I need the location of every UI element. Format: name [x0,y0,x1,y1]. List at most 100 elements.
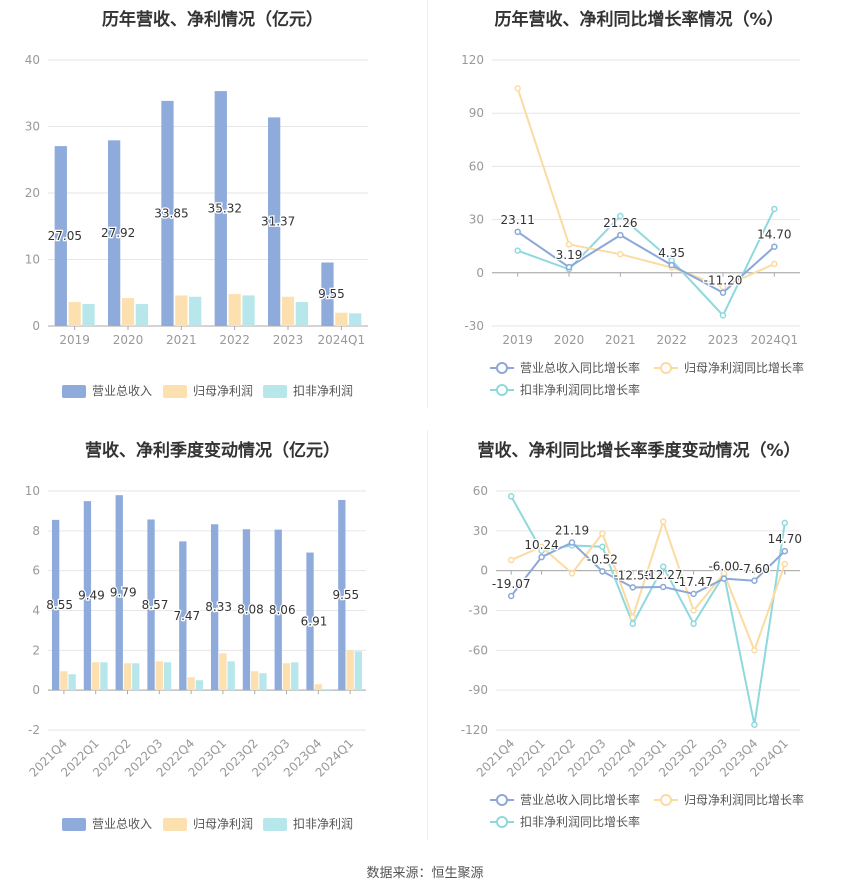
quarterly-revenue-bar-chart: -202468102021Q42022Q12022Q22022Q32022Q42… [25,484,366,831]
x-tick-label: 2024Q1 [318,333,366,347]
data-point [507,556,515,564]
bar-net-profit [175,295,188,326]
bar-deducted-profit [227,661,235,691]
data-label: -11.20 [704,274,743,288]
data-label: -6.00 [708,560,739,574]
x-tick-label: 2023 [273,333,304,347]
bar-revenue [274,529,282,691]
bar-revenue [242,529,251,691]
data-point [751,647,758,654]
legend-label: 扣非净利润同比增长率 [520,814,640,829]
data-point [781,560,789,568]
legend-label: 营业总收入 [92,384,152,398]
annual-revenue-bar-chart: 0 10 20 30 40 2019 2020 2021 2022 2023 2024Q1 27.05… [25,53,368,398]
data-label: 10.24 [524,538,558,552]
y-tick-label: -120 [461,723,488,737]
data-point [507,592,515,600]
data-point [538,543,545,551]
legend-swatch-marker [496,362,508,374]
data-label: -0.52 [587,552,618,566]
legend-label: 扣非净利润 [293,384,353,398]
data-label: 8.08 [237,603,264,617]
data-point [617,250,624,258]
bar-revenue [268,117,281,327]
y-tick-label: 20 [25,186,40,200]
bar-net-profit [121,298,135,326]
data-label: 8.55 [46,598,73,612]
data-label: 4.35 [658,246,685,260]
legend-swatch [163,385,187,398]
bar-revenue [338,499,346,691]
legend-swatch-marker [496,816,508,828]
x-tick-label: 2020 [554,333,585,347]
y-tick-label: -60 [468,643,488,657]
bar-net-profit [68,302,81,326]
data-label: 8.57 [142,598,169,612]
y-tick-label: -2 [28,723,40,737]
data-point [599,568,606,575]
bar-deducted-profit [349,313,362,326]
quarterly-revenue-chart: 营收、净利季度变动情况（亿元） -2 0 2 4 6 8 10 2021Q4 2022Q1 202… [0,430,425,850]
bar-deducted-profit [68,674,76,691]
data-label: 9.55 [332,588,359,602]
data-label: 35.32 [208,202,242,216]
data-point [781,519,789,527]
data-label: -12.58 [613,568,652,582]
y-tick-label: 0 [32,319,40,333]
bar-deducted-profit [295,302,308,326]
legend-swatch-marker [496,384,508,396]
chart-title: 营收、净利同比增长率季度变动情况（%） [477,441,801,461]
data-label: 27.92 [101,226,135,240]
data-point [720,575,728,582]
data-point [751,721,758,728]
y-tick-label: -30 [468,604,488,618]
chart-title: 历年营收、净利情况（亿元） [102,10,323,30]
data-point [617,231,624,239]
data-point [568,570,576,577]
bar-revenue [54,146,67,326]
data-label: -19.07 [492,577,531,591]
data-point [690,590,697,598]
bar-deducted-profit [259,673,267,691]
data-label: -17.47 [674,575,713,589]
data-label: 8.06 [269,603,296,617]
y-tick-label: 0 [32,683,40,697]
bar-revenue [115,495,123,691]
bar-net-profit [335,312,348,326]
bar-revenue [161,100,174,327]
annual-growth-line-chart: -30 0 30 60 90 120 2019 2020 2021 2022 2023 2024Q1 2… [461,53,804,397]
data-label: 3.19 [556,248,583,262]
bar-net-profit [282,663,291,691]
annual-revenue-chart: 历年营收、净利情况（亿元） 0 10 20 30 40 2019 2020 2021 2022 2… [0,0,425,410]
data-point [719,289,727,296]
legend-swatch-marker [660,362,672,374]
legend-swatch-marker [660,794,672,806]
x-tick-label: 2022 [219,333,250,347]
bar-revenue [210,524,219,691]
data-point [617,212,624,220]
data-label: -7.60 [739,562,770,576]
bar-revenue [83,501,92,691]
bar-deducted-profit [135,304,148,326]
y-tick-label: 0 [480,564,488,578]
legend-swatch [62,385,86,398]
data-label: 9.55 [318,287,345,301]
x-tick-label: 2024Q1 [751,333,799,347]
legend-label: 营业总收入同比增长率 [520,360,640,375]
data-label: 27.05 [48,229,82,243]
bar-revenue [108,140,121,326]
series-line-net-profit [516,88,775,289]
legend-swatch [263,818,287,831]
bar-net-profit [92,662,100,691]
data-point [565,263,573,271]
quarterly-growth-line-chart: -120-90-60-30030602021Q42022Q12022Q22022… [461,484,804,829]
legend-label: 扣非净利润同比增长率 [520,382,640,397]
bar-deducted-profit [195,680,204,691]
y-tick-label: 60 [473,484,488,498]
data-point [659,583,667,591]
bar-net-profit [314,684,322,691]
data-point [599,543,606,551]
legend-label: 归母净利润 [193,817,253,831]
bar-deducted-profit [242,295,255,326]
data-point [781,547,789,555]
